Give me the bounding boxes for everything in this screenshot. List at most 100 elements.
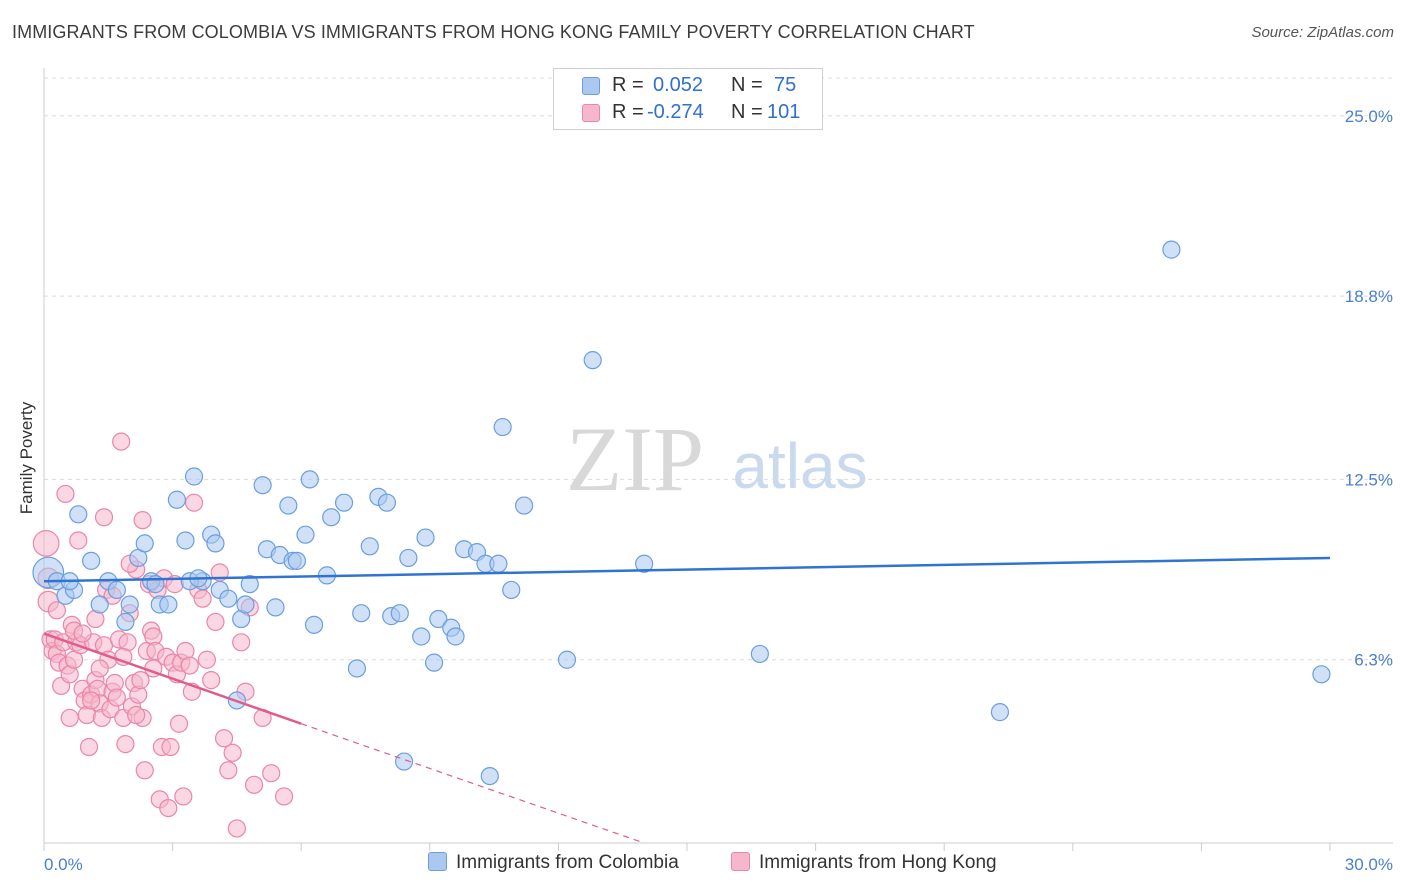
colombia-point — [176, 531, 195, 550]
legend-r-value: -0.274 — [647, 101, 704, 123]
legend-r-label: R = — [612, 101, 644, 123]
colombia-point — [287, 551, 307, 570]
hong-kong-point — [56, 484, 75, 504]
colombia-point — [120, 595, 139, 614]
colombia-point — [159, 595, 178, 614]
colombia-point — [82, 551, 101, 570]
colombia-point — [206, 534, 225, 553]
y-tick-label: 25.0% — [1345, 107, 1393, 126]
hong-kong-point — [60, 708, 79, 728]
hong-kong-trend-line — [43, 632, 302, 725]
colombia-point — [1312, 665, 1331, 684]
hong-kong-point — [169, 714, 189, 733]
axes — [43, 68, 1393, 851]
hong-kong-point — [135, 761, 154, 780]
colombia-point — [219, 589, 238, 608]
chart-title: IMMIGRANTS FROM COLOMBIA VS IMMIGRANTS F… — [12, 22, 975, 42]
colombia-point — [515, 496, 534, 515]
colombia-point — [583, 351, 602, 370]
colombia-point — [266, 598, 285, 617]
colombia-point — [360, 537, 379, 556]
colombia-trend-line — [43, 556, 1331, 583]
colombia-point — [184, 467, 204, 486]
hong-kong-point — [79, 737, 99, 757]
hong-kong-point — [227, 819, 246, 838]
hong-kong-point — [32, 530, 60, 557]
colombia-point — [502, 580, 521, 600]
hong-kong-point — [174, 787, 193, 806]
colombia-point — [429, 609, 448, 629]
colombia-point — [107, 580, 126, 600]
y-axis-title: Family Poverty — [17, 401, 36, 514]
colombia-point — [557, 650, 577, 669]
colombia-point — [424, 653, 444, 672]
colombia-point — [412, 627, 431, 646]
hong-kong-point — [131, 671, 150, 690]
hong-kong-point — [107, 688, 126, 707]
watermark-atlas: atlas — [732, 430, 867, 502]
hong-kong-point — [73, 624, 92, 643]
colombia-point — [416, 528, 435, 547]
series-hong-kong-points — [32, 432, 294, 838]
colombia-point — [69, 505, 88, 524]
colombia-point — [635, 554, 654, 573]
hong-kong-point — [197, 650, 216, 669]
hong-kong-point — [94, 508, 114, 527]
hong-kong-point — [206, 612, 225, 632]
hong-kong-point — [47, 601, 66, 620]
colombia-point — [240, 575, 259, 594]
bottom-legend-swatch-hong-kong — [731, 852, 750, 871]
bottom-legend-swatch-colombia — [428, 852, 447, 871]
colombia-point — [1162, 240, 1181, 259]
colombia-point — [394, 752, 414, 771]
hong-kong-point — [262, 764, 281, 783]
colombia-point — [279, 496, 298, 515]
colombia-point — [236, 595, 255, 614]
hong-kong-point — [90, 659, 109, 678]
colombia-point — [480, 766, 499, 786]
hong-kong-point — [219, 761, 238, 780]
hong-kong-point — [159, 798, 178, 818]
hong-kong-point — [180, 656, 199, 675]
colombia-point — [253, 476, 272, 495]
legend-r-value: 0.052 — [653, 74, 704, 96]
watermark-zip: ZIP — [566, 408, 704, 510]
hong-kong-point — [232, 633, 251, 652]
colombia-point — [334, 493, 354, 512]
y-tick-label: 18.8% — [1345, 287, 1393, 306]
bottom-legend-label-hong-kong: Immigrants from Hong Kong — [759, 852, 997, 873]
colombia-point — [167, 490, 186, 509]
hong-kong-point — [244, 775, 264, 794]
colombia-point — [296, 525, 315, 544]
legend-r-label: R = — [612, 74, 644, 96]
colombia-point — [304, 615, 324, 634]
legend-n-value: 101 — [767, 101, 801, 123]
hong-kong-point — [69, 531, 88, 550]
axis-labels: 6.3% 12.5% 18.8% 25.0% 0.0% 30.0% Family Pover… — [17, 107, 1393, 874]
grid-lines — [44, 77, 1393, 661]
hong-kong-point — [274, 787, 294, 806]
bottom-legend-colombia: Immigrants from Colombia — [428, 852, 679, 874]
colombia-point — [347, 659, 367, 678]
y-tick-label: 12.5% — [1345, 470, 1393, 489]
colombia-point — [377, 493, 397, 512]
y-tick-label: 6.3% — [1354, 651, 1393, 670]
hong-kong-point — [202, 671, 221, 690]
hong-kong-point — [184, 493, 204, 512]
colombia-point — [135, 534, 154, 553]
colombia-point — [750, 644, 769, 664]
colombia-point — [300, 470, 319, 489]
legend-swatch-colombia — [582, 77, 600, 95]
legend-n-label: N = — [731, 74, 763, 96]
trend-lines — [43, 556, 1331, 844]
legend-n-value: 75 — [774, 74, 797, 96]
hong-kong-point — [133, 511, 152, 530]
hong-kong-trend-extension — [301, 723, 645, 844]
bottom-legend-label-colombia: Immigrants from Colombia — [456, 852, 679, 873]
x-tick-label-left: 0.0% — [44, 855, 83, 874]
colombia-point — [90, 595, 109, 614]
colombia-point — [493, 417, 512, 437]
colombia-point — [322, 508, 341, 527]
x-tick-label-right: 30.0% — [1345, 855, 1393, 874]
